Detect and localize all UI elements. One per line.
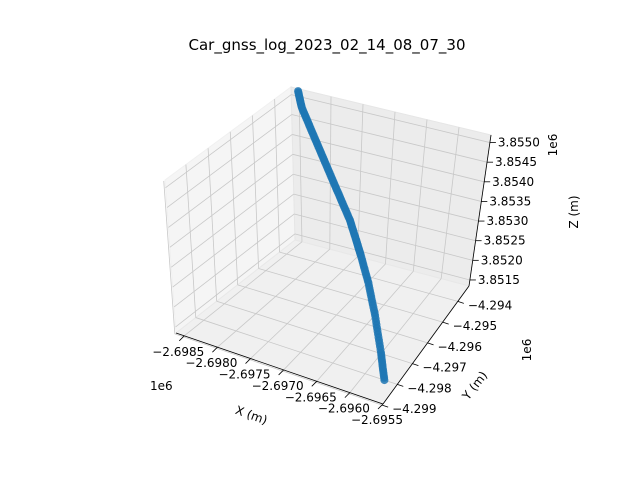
data-points (294, 87, 389, 385)
grid-y-left (207, 148, 218, 302)
grid-y-left (163, 180, 176, 334)
grid-y-floor (258, 268, 443, 323)
grid-z-back (293, 173, 479, 222)
y-tick-label: −4.295 (453, 319, 497, 333)
x-axis-label: X (m) (233, 403, 269, 427)
grid-y-floor (237, 284, 428, 344)
y-tick-label: −4.294 (468, 298, 512, 312)
grid-z-left (165, 94, 292, 188)
grid-z-back (291, 94, 490, 143)
grid-x-back (385, 111, 396, 264)
x-tick-mark (344, 392, 351, 398)
z-tick-label: 3.8550 (498, 136, 540, 150)
z-tick-label: 3.8540 (492, 175, 534, 189)
grid-z-left (171, 173, 294, 268)
z-tick-label: 3.8530 (486, 214, 528, 228)
grid-z-left (166, 114, 292, 208)
y-tick-mark (397, 384, 404, 387)
y-tick-label: −4.298 (407, 381, 451, 395)
x-tick-label: −2.6980 (185, 356, 237, 370)
x-tick-label: −2.6975 (218, 368, 270, 382)
y-tick-mark (457, 300, 464, 304)
grid-z-back (292, 134, 485, 183)
y-tick-mark (382, 404, 389, 408)
x-axis-line (175, 332, 384, 405)
grid-z-back (293, 193, 476, 242)
x-tick-mark (178, 335, 185, 342)
x-tick-mark (278, 369, 284, 376)
grid-z-back (294, 233, 470, 281)
z-axis-line (468, 134, 492, 287)
z-tick-label: 3.8515 (478, 273, 520, 287)
grid-z-left (173, 213, 295, 308)
grid-x-back (298, 88, 303, 242)
y-tick-mark (412, 363, 419, 367)
x-tick-mark (212, 346, 218, 353)
axis-ticks (178, 142, 496, 410)
z-tick-label: 3.8535 (489, 194, 531, 208)
grid-z-back (291, 114, 488, 163)
z-tick-label: 3.8545 (495, 155, 537, 169)
z-offset-label: 1e6 (546, 134, 560, 157)
x-offset-label: 1e6 (150, 379, 173, 393)
x-tick-mark (377, 403, 384, 410)
grid-y-floor (195, 317, 398, 385)
z-tick-label: 3.8520 (481, 253, 523, 267)
x-tick-label: −2.6960 (318, 402, 370, 416)
x-tick-label: −2.6965 (285, 390, 337, 404)
x-tick-mark (245, 358, 251, 364)
grid-y-left (274, 99, 280, 253)
grid-z-back (294, 213, 473, 261)
chart-title: Car_gnss_log_2023_02_14_08_07_30 (189, 36, 466, 55)
x-tick-label: −2.6985 (152, 345, 204, 359)
grid-y-left (229, 131, 239, 285)
y-tick-mark (442, 321, 449, 325)
grid-y-left (252, 115, 259, 269)
grid-z-left (172, 193, 295, 288)
grid-z-left (168, 134, 293, 228)
grid-x-back (357, 104, 364, 257)
y-tick-mark (427, 342, 434, 346)
grid-x-back (440, 127, 460, 279)
y-offset-label: 1e6 (520, 339, 534, 362)
y-tick-label: −4.297 (422, 361, 466, 375)
data-point (294, 87, 303, 96)
x-tick-label: −2.6970 (252, 379, 304, 393)
z-tick-label: 3.8525 (484, 234, 526, 248)
y-tick-label: −4.299 (392, 402, 436, 416)
x-tick-label: −2.6955 (351, 413, 403, 427)
x-tick-mark (311, 380, 318, 387)
grid-z-left (169, 154, 294, 248)
grid-y-floor (174, 333, 383, 406)
grid-y-left (185, 164, 197, 318)
y-tick-label: −4.296 (438, 340, 482, 354)
z-axis-label: Z (m) (567, 195, 581, 228)
grid-z-left (175, 233, 296, 328)
grid-x-back (412, 119, 428, 272)
